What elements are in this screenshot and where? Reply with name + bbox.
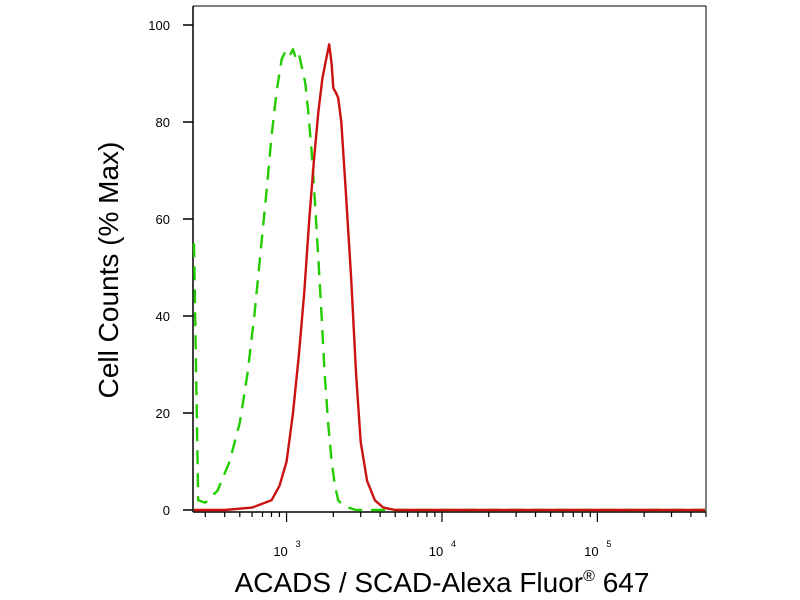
x-tick-exponent: 3	[296, 539, 301, 549]
plot-frame	[192, 5, 707, 513]
y-axis-title: Cell Counts (% Max)	[93, 142, 124, 399]
y-tick-label: 60	[156, 212, 170, 227]
x-tick-label: 10	[584, 544, 598, 559]
y-tick-label: 80	[156, 115, 170, 130]
y-tick-label: 40	[156, 309, 170, 324]
sample-series-line	[194, 43, 705, 512]
x-axis-title-tail: 647	[595, 567, 650, 598]
x-ticks: 10 3 10 4 10 5	[204, 512, 707, 559]
y-tick-label: 20	[156, 406, 170, 421]
series-layer	[192, 43, 705, 512]
y-tick-label: 0	[163, 503, 170, 518]
x-axis-title-main: ACADS / SCAD-Alexa Fluor	[235, 567, 584, 598]
x-tick-label: 10	[273, 544, 287, 559]
x-axis-title: ACADS / SCAD-Alexa Fluor® 647	[235, 567, 650, 598]
x-tick-exponent: 4	[451, 539, 456, 549]
control-series-line	[192, 48, 705, 512]
x-tick-exponent: 5	[606, 539, 611, 549]
y-tick-label: 100	[148, 18, 170, 33]
x-axis-title-registered: ®	[583, 568, 595, 585]
y-ticks: 0 20 40 60 80 100	[148, 18, 193, 518]
x-tick-label: 10	[429, 544, 443, 559]
